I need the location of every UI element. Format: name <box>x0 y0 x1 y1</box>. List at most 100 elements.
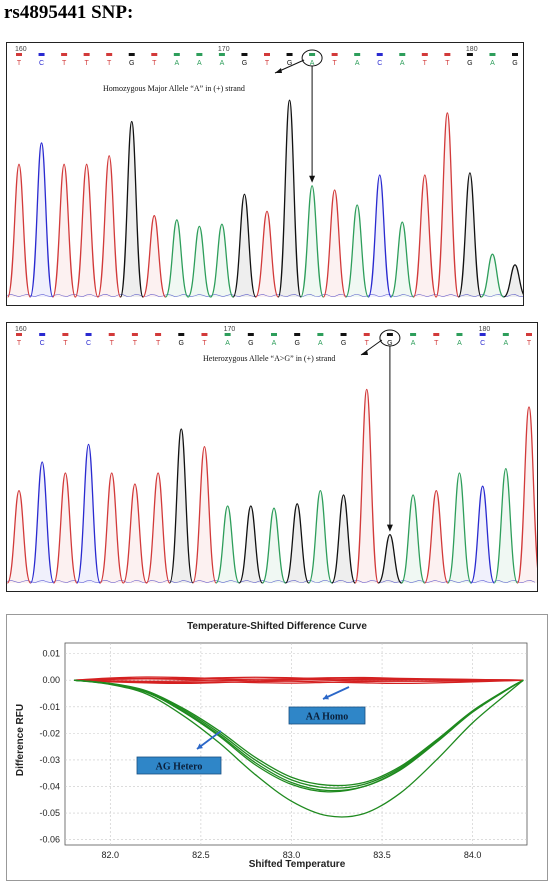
peak-shade <box>30 142 53 297</box>
peak-shade <box>481 254 504 297</box>
position-label: 170 <box>224 326 236 333</box>
chromatogram-heterozygous: 160 170 180 T C T C T T T G T A G A G A G T G A T A C A T Heterozy… <box>6 322 542 592</box>
base-call-letter: T <box>110 340 115 347</box>
peak-trace <box>145 472 171 584</box>
ag-hetero-callout-box <box>136 756 222 775</box>
peak-trace <box>435 112 460 298</box>
base-call-letter: G <box>248 340 253 347</box>
peak-trace <box>97 155 122 298</box>
peak-shade <box>262 508 286 583</box>
peak-trace <box>284 503 310 584</box>
base-call-letter: C <box>480 340 485 347</box>
peak-shade <box>323 190 346 297</box>
base-call-tick <box>376 53 383 56</box>
base-call-tick <box>224 333 231 336</box>
peak-shade <box>368 175 391 297</box>
base-call-letter: G <box>287 60 292 67</box>
position-label: 180 <box>479 326 491 333</box>
base-call-tick <box>241 53 248 56</box>
y-tick-label: 0.00 <box>42 675 60 685</box>
peak-shade <box>233 194 256 297</box>
position-label: 180 <box>466 46 478 53</box>
base-call-letter: A <box>318 340 323 347</box>
base-call-letter: T <box>202 340 207 347</box>
peak-trace <box>308 489 333 584</box>
base-call-tick <box>479 333 486 336</box>
base-call-tick <box>331 53 338 56</box>
page-title: rs4895441 SNP: <box>4 2 134 23</box>
base-call-letter: C <box>39 60 44 67</box>
peak-shade <box>471 486 495 583</box>
base-call-tick <box>309 53 316 56</box>
base-call-tick <box>106 53 113 56</box>
peak-shade <box>413 175 437 297</box>
peak-trace <box>493 467 519 584</box>
peak-trace <box>390 221 415 298</box>
peak-shade <box>285 503 309 583</box>
peak-shade <box>100 473 124 583</box>
peak-shade <box>255 211 279 297</box>
chromatogram-heterozygous-plot: 160 170 180 T C T C T T T G T A G A G A G T G A T A C A T Heterozy… <box>6 326 542 584</box>
peak-shade <box>192 446 217 583</box>
peak-shade <box>7 490 31 583</box>
peak-trace <box>210 223 234 298</box>
snp-annotation: Homozygous Major Allele “A” in (+) stran… <box>103 84 245 93</box>
base-call-letter: G <box>129 60 134 67</box>
base-call-letter: T <box>423 60 428 67</box>
base-call-tick <box>196 53 203 56</box>
base-call-tick <box>271 333 277 336</box>
position-label: 160 <box>15 326 27 333</box>
peak-trace <box>516 406 542 584</box>
x-tick-label: 83.0 <box>283 850 301 860</box>
base-call-tick <box>85 333 92 336</box>
base-call-tick <box>410 333 417 336</box>
peak-trace <box>480 253 505 298</box>
base-call-letter: T <box>434 340 439 347</box>
peak-trace <box>169 428 194 584</box>
aa-homo-series-line <box>74 679 524 685</box>
x-tick-label: 84.0 <box>464 850 482 860</box>
peak-shade <box>75 164 98 297</box>
peak-trace <box>215 505 240 584</box>
y-tick-label: -0.03 <box>39 755 60 765</box>
base-call-tick <box>39 333 46 336</box>
base-call-tick <box>294 333 301 336</box>
base-call-tick <box>178 333 185 336</box>
peak-trace <box>277 99 302 298</box>
peak-shade <box>401 495 425 583</box>
base-call-tick <box>131 333 138 336</box>
peak-shade <box>331 495 356 583</box>
base-call-tick <box>399 53 406 56</box>
plot-area <box>64 642 528 846</box>
base-call-letter: T <box>84 60 89 67</box>
base-call-tick <box>83 53 90 56</box>
base-call-letter: C <box>86 340 91 347</box>
peak-shade <box>210 224 234 297</box>
base-call-letter: A <box>174 60 179 67</box>
base-call-tick <box>466 53 473 56</box>
base-call-letter: T <box>133 340 138 347</box>
base-call-letter: A <box>411 340 416 347</box>
x-axis-label: Shifted Temperature <box>249 859 346 870</box>
base-call-tick <box>38 53 45 56</box>
peak-trace <box>192 445 217 584</box>
base-call-letter: A <box>225 340 230 347</box>
base-call-letter: A <box>272 340 277 347</box>
peak-shade <box>76 444 101 583</box>
base-call-letter: T <box>62 60 67 67</box>
peak-trace <box>447 472 472 584</box>
peak-shade <box>30 462 54 583</box>
base-call-letter: T <box>152 60 157 67</box>
base-call-letter: T <box>156 340 161 347</box>
peak-shade <box>503 264 527 297</box>
aa-homo-callout-label: AA Homo <box>306 712 349 723</box>
peak-shade <box>143 215 166 297</box>
peak-shade <box>239 506 263 583</box>
peak-shade <box>447 473 472 583</box>
peak-shade <box>97 155 121 297</box>
peak-trace <box>470 485 495 584</box>
melt-curve-panel: Temperature-Shifted Difference Curve Shi… <box>6 614 548 881</box>
base-call-tick <box>363 333 370 336</box>
base-call-tick <box>247 333 254 336</box>
base-call-letter: A <box>355 60 360 67</box>
